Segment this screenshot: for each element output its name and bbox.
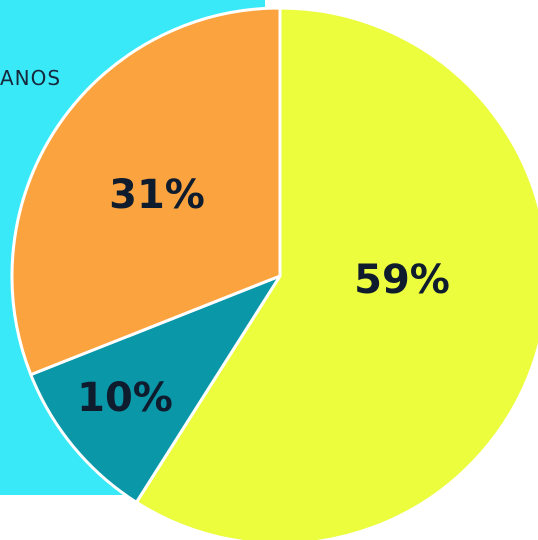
- slice-label-59: 59%: [354, 257, 450, 303]
- pie-slice-31: [10, 6, 282, 377]
- panel-label: ANOS: [0, 66, 62, 90]
- slice-label-31: 31%: [109, 172, 205, 218]
- pie-slice-59: [134, 6, 538, 540]
- slice-label-10: 10%: [77, 375, 173, 421]
- pie-slice-10: [29, 274, 282, 504]
